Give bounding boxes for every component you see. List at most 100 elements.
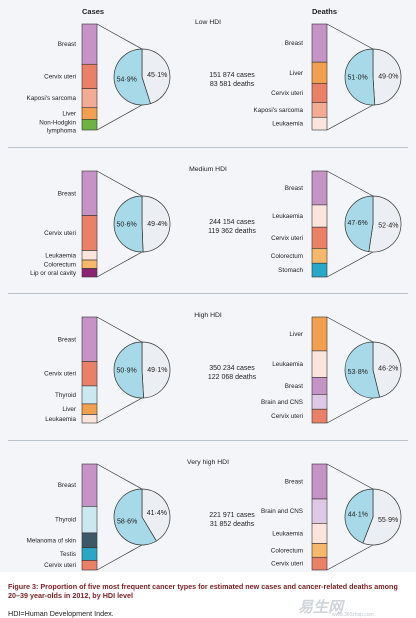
- bar-segment-testis: [81, 547, 98, 561]
- bar-label-leukaemia: Leukaemia: [45, 416, 76, 423]
- connector-line: [96, 170, 143, 197]
- bar-segment-leukaemia: [311, 116, 328, 131]
- bar-segment-kaposi-s-sarcoma: [81, 88, 98, 109]
- watermark-url: www.360zhsp.com: [332, 612, 374, 618]
- hdi-pie-charts: Low HDI Breast Cervix uteri Kaposi's sarcom…: [27, 19, 402, 571]
- bar-segment-non-hodgkin-lymphoma: [81, 119, 98, 131]
- bar-label-cervix-uteri: Cervix uteri: [271, 235, 303, 242]
- connector-line: [326, 544, 374, 571]
- bar-label-brain-and-cns: Brain and CNS: [261, 508, 303, 515]
- caption-abbreviation: HDI=Human Development Index.: [8, 609, 114, 618]
- connector-line: [326, 251, 374, 278]
- bar-label-non-hodgkin-lymphoma-line2: lymphoma: [47, 128, 77, 135]
- section-separator: [8, 147, 408, 148]
- pie-slice-cases: [113, 195, 144, 253]
- bar-segment-liver: [311, 61, 328, 84]
- pie-slice-deaths: [372, 341, 402, 398]
- bar-segment-breast: [311, 170, 328, 206]
- connector-line: [96, 23, 143, 50]
- bar-label-thyroid: Thyroid: [55, 517, 76, 524]
- bar-label-breast: Breast: [58, 336, 76, 343]
- connector-line: [326, 397, 374, 424]
- bar-label-leukaemia: Leukaemia: [272, 121, 303, 128]
- bar-label-breast: Breast: [58, 41, 76, 48]
- bar-label-cervix-uteri: Cervix uteri: [44, 230, 76, 237]
- bar-segment-leukaemia: [311, 204, 328, 228]
- pie-label-deaths: 49·0%: [378, 74, 398, 81]
- bar-label-liver: Liver: [62, 111, 76, 118]
- bar-segment-cervix-uteri: [81, 560, 98, 571]
- section-separator: [8, 293, 408, 294]
- bar-segment-leukaemia: [311, 523, 328, 544]
- bar-label-melanoma-of-skin: Melanoma of skin: [27, 537, 77, 544]
- pie-label-cases: 51·0%: [347, 75, 367, 82]
- connector-line: [96, 104, 143, 131]
- bar-segment-liver: [81, 107, 98, 120]
- bar-label-liver: Liver: [289, 331, 303, 338]
- total-cases-label: 221 971 cases: [209, 512, 255, 519]
- connector-line: [326, 104, 374, 131]
- total-cases-label: 151 874 cases: [209, 72, 255, 79]
- connector-line: [326, 170, 374, 197]
- connector-line: [96, 397, 143, 424]
- bar-label-testis: Testis: [60, 551, 76, 558]
- bar-label-breast: Breast: [285, 383, 303, 390]
- bar-label-cervix-uteri: Cervix uteri: [44, 73, 76, 80]
- bar-label-breast: Breast: [285, 185, 303, 192]
- pie-label-deaths: 49·1%: [147, 367, 167, 374]
- bar-label-brain-and-cns: Brain and CNS: [261, 399, 303, 406]
- bar-segment-leukaemia: [81, 250, 98, 261]
- bar-label-leukaemia: Leukaemia: [45, 252, 76, 259]
- total-cases-label: 244 154 cases: [209, 219, 255, 226]
- pie-label-cases: 58·6%: [117, 518, 137, 525]
- bar-label-cervix-uteri: Cervix uteri: [271, 413, 303, 420]
- bar-segment-breast: [81, 316, 98, 362]
- bar-label-breast: Breast: [58, 190, 76, 197]
- bar-label-lip-or-oral-cavity: Lip or oral cavity: [30, 270, 77, 277]
- bar-label-cervix-uteri: Cervix uteri: [44, 371, 76, 378]
- bar-label-cervix-uteri: Cervix uteri: [271, 90, 303, 97]
- figure-panel: [0, 0, 416, 572]
- pie-label-cases: 53·8%: [348, 369, 368, 376]
- bar-segment-breast: [311, 23, 328, 63]
- bar-label-cervix-uteri: Cervix uteri: [44, 562, 76, 569]
- bar-segment-colorectum: [311, 543, 328, 558]
- bar-segment-kaposi-s-sarcoma: [311, 102, 328, 118]
- section-title-low-hdi: Low HDI: [195, 19, 221, 26]
- bar-segment-breast: [81, 170, 98, 216]
- pie-label-cases: 50·6%: [116, 221, 136, 228]
- bar-label-liver: Liver: [289, 70, 303, 77]
- bar-segment-breast: [81, 23, 98, 65]
- bar-segment-breast: [81, 463, 98, 507]
- connector-line: [326, 463, 374, 490]
- pie-slice-cases: [113, 48, 151, 106]
- pie-slice-deaths: [141, 195, 171, 253]
- bar-segment-colorectum: [311, 248, 328, 264]
- pie-slice-deaths: [141, 341, 171, 399]
- bar-segment-leukaemia: [81, 414, 98, 424]
- pie-slice-cases: [344, 48, 376, 106]
- bar-label-breast: Breast: [58, 482, 76, 489]
- connector-line: [326, 316, 374, 343]
- bar-segment-brain-and-cns: [311, 498, 328, 524]
- total-cases-label: 350 234 cases: [209, 365, 255, 372]
- bar-segment-cervix-uteri: [311, 226, 328, 249]
- bar-label-stomach: Stomach: [278, 267, 303, 274]
- total-deaths-label: 122 068 deaths: [208, 374, 257, 381]
- connector-line: [96, 316, 143, 343]
- bar-label-colorectum: Colorectum: [271, 547, 303, 554]
- connector-line: [96, 544, 143, 571]
- bar-segment-colorectum: [81, 259, 98, 269]
- pie-slice-deaths: [141, 48, 171, 105]
- bar-label-liver: Liver: [62, 406, 76, 413]
- connector-line: [96, 463, 143, 490]
- bar-label-non-hodgkin-lymphoma: Non-Hodgkin: [39, 120, 76, 127]
- bar-label-leukaemia: Leukaemia: [272, 213, 303, 220]
- pie-slice-deaths: [362, 488, 402, 546]
- pie-label-deaths: 55·9%: [378, 517, 398, 524]
- total-deaths-label: 119 362 deaths: [208, 228, 256, 235]
- total-deaths-label: 31 852 deaths: [210, 521, 255, 528]
- bar-segment-cervix-uteri: [81, 63, 98, 89]
- bar-segment-cervix-uteri: [311, 408, 328, 424]
